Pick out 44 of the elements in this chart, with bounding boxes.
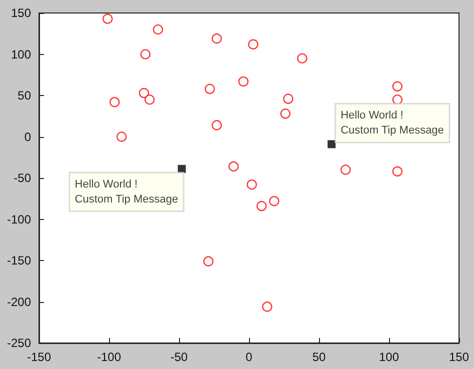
- point: [238, 76, 248, 87]
- point: [140, 49, 150, 60]
- point: [212, 33, 222, 44]
- y-tick-label: -250: [6, 336, 32, 350]
- x-tick-label: -150: [26, 350, 52, 364]
- point: [212, 120, 222, 130]
- y-tick-label: 0: [24, 130, 32, 144]
- point: [269, 196, 280, 206]
- point: [116, 132, 127, 142]
- point: [204, 84, 215, 94]
- x-tick-label: 100: [378, 350, 400, 364]
- point: [297, 53, 308, 64]
- annotation: Hello World ! Custom Tip Message: [340, 110, 444, 137]
- point: [256, 200, 267, 212]
- point: [228, 161, 239, 172]
- y-tick-label: -50: [14, 171, 32, 185]
- point: [392, 81, 402, 92]
- y-tick-label: 100: [10, 47, 32, 62]
- point: [392, 166, 402, 176]
- point: [283, 94, 294, 104]
- point: [262, 302, 272, 312]
- x-tick-label: -50: [170, 350, 188, 364]
- y-tick-label: -100: [6, 212, 32, 226]
- y-tick-label: 150: [10, 6, 32, 20]
- point: [102, 14, 113, 24]
- point: [110, 97, 120, 108]
- y-tick-label: -150: [6, 254, 32, 268]
- x-tick-label: -100: [96, 350, 122, 364]
- point: [144, 94, 155, 105]
- point: [248, 39, 258, 50]
- point: [138, 88, 150, 98]
- y-tick-label: -200: [6, 294, 32, 309]
- point: [246, 180, 257, 190]
- point: [328, 140, 336, 148]
- point: [203, 256, 214, 266]
- x-tick-label: 0: [246, 350, 253, 364]
- point: [340, 164, 351, 175]
- point: [392, 94, 402, 105]
- x-tick-label: 50: [312, 350, 326, 364]
- y-tick-label: 50: [18, 88, 32, 102]
- point: [152, 24, 164, 35]
- x-tick-label: 150: [448, 350, 470, 364]
- annotation: Hello World ! Custom Tip Message: [74, 178, 178, 206]
- point: [280, 108, 290, 119]
